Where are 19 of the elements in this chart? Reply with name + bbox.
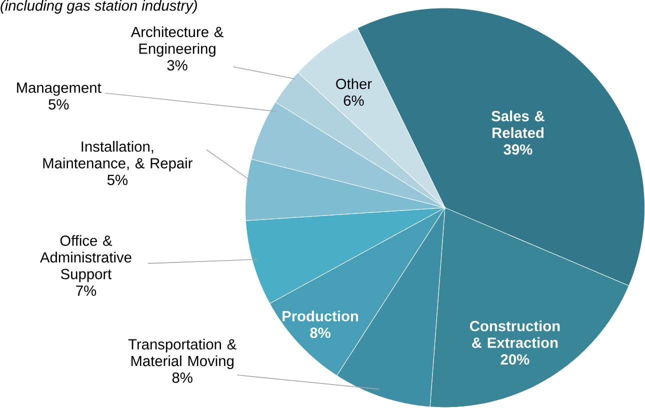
data-label: 39%	[504, 144, 532, 155]
slice-label: Installation, Maintenance, & Repair	[43, 141, 192, 172]
data-label: 5%	[48, 99, 69, 110]
slice-label: Office & Administrative Support	[40, 235, 132, 282]
slice-label: Transportation & Material Moving	[128, 338, 236, 370]
data-label: 7%	[76, 286, 96, 296]
data-label: 6%	[344, 96, 364, 106]
slice-label: Sales & Related	[492, 110, 544, 138]
slice-label: Architecture & Engineering	[130, 26, 224, 57]
chart-subtitle: (including gas station industry)	[0, 0, 197, 14]
data-label: 8%	[310, 328, 330, 338]
slice-label: Construction & Extraction	[470, 320, 560, 348]
data-label: 8%	[172, 372, 192, 383]
slice-label: Other	[336, 78, 372, 90]
data-label: 5%	[107, 174, 128, 186]
data-label: 20%	[500, 354, 530, 365]
slice-label: Production	[282, 310, 358, 322]
data-label: 3%	[167, 60, 188, 71]
slice-label: Management	[17, 82, 102, 96]
